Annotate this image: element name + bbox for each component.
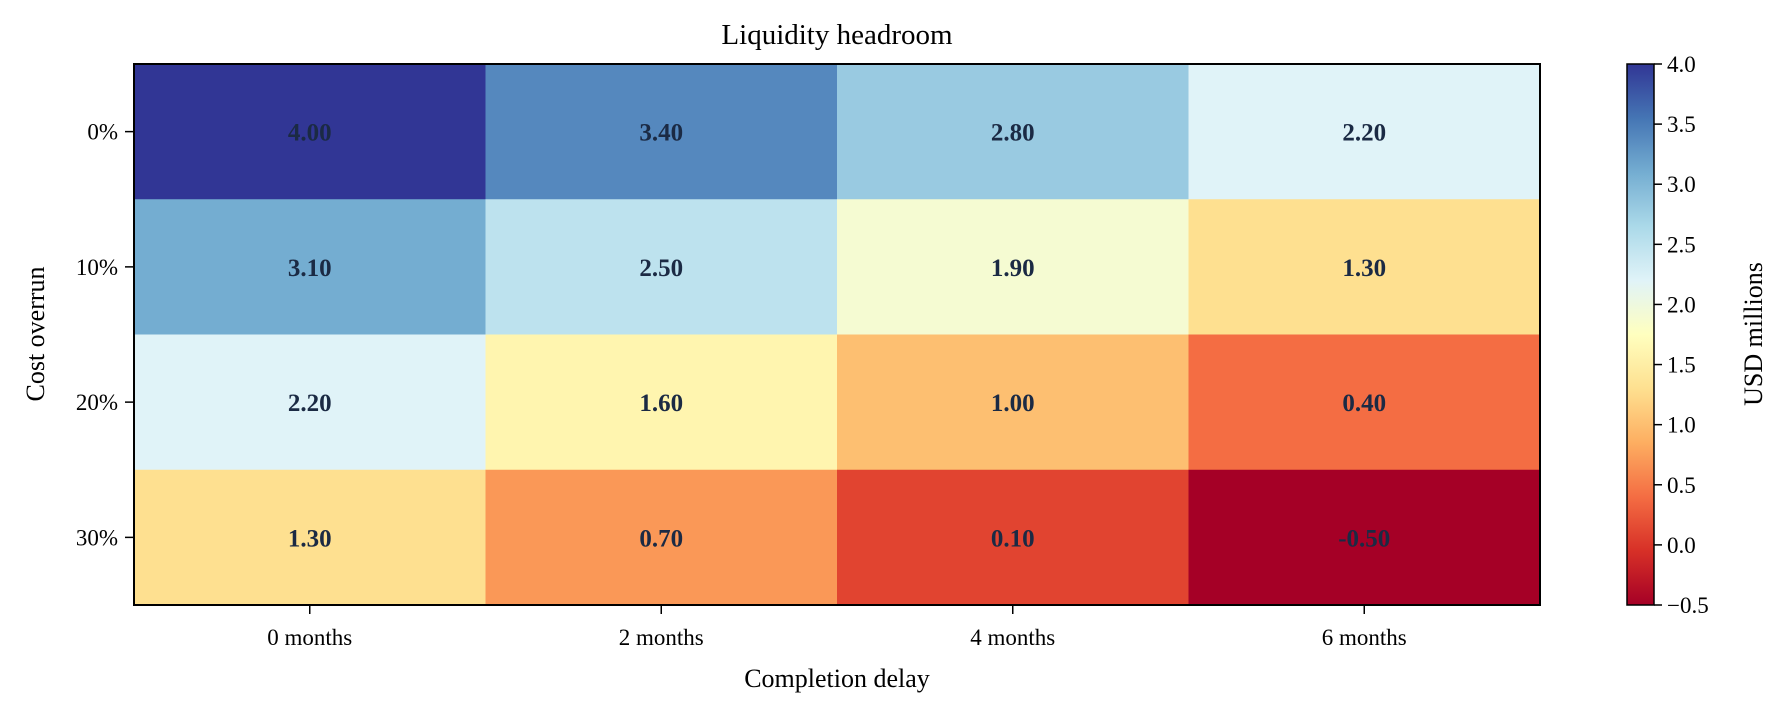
chart-title: Liquidity headroom <box>721 19 953 51</box>
heatmap-cell <box>837 199 1190 336</box>
colorbar-ticks: −0.5 0.0 0.5 1.0 1.5 2.0 2.5 3.0 3.5 4.0 <box>1654 52 1709 618</box>
cell-value-label: 2.50 <box>639 255 683 282</box>
cell-value-label: 0.70 <box>639 525 683 552</box>
cell-value-label: 3.40 <box>639 120 683 147</box>
heatmap-cell <box>485 334 838 471</box>
cell-value-label: 1.90 <box>991 255 1035 282</box>
cell-value-label: 1.00 <box>991 390 1035 417</box>
colorbar-tick-label: 0.5 <box>1667 473 1696 498</box>
cell-value-label: 3.10 <box>288 255 332 282</box>
cell-value-label: 2.20 <box>288 390 332 417</box>
y-axis-label: Cost overrun <box>21 266 50 401</box>
heatmap-cells <box>134 64 1541 606</box>
heatmap-cell <box>485 64 838 200</box>
heatmap-cell <box>134 334 487 471</box>
cell-value-label: 0.40 <box>1342 390 1386 417</box>
x-tick-label: 0 months <box>267 625 352 650</box>
x-axis-label: Completion delay <box>744 664 930 693</box>
cell-value-label: 0.10 <box>991 525 1035 552</box>
x-tick-label: 6 months <box>1322 625 1407 650</box>
cell-value-label: -0.50 <box>1338 525 1390 552</box>
y-axis-ticks: 0% 10% 20% 30% <box>76 120 134 550</box>
heatmap-cell <box>134 64 487 200</box>
cell-value-label: 1.30 <box>1342 255 1386 282</box>
cell-value-label: 2.20 <box>1342 120 1386 147</box>
colorbar-tick-label: 0.0 <box>1667 533 1696 558</box>
x-tick-label: 2 months <box>619 625 704 650</box>
heatmap-cell <box>485 199 838 336</box>
colorbar-tick-label: 2.0 <box>1667 292 1696 317</box>
colorbar-tick-label: 3.5 <box>1667 112 1696 137</box>
heatmap-cell <box>134 199 487 336</box>
heatmap-cell <box>1188 469 1541 606</box>
heatmap-cell <box>837 469 1190 606</box>
cell-value-label: 1.60 <box>639 390 683 417</box>
y-tick-label: 10% <box>76 255 118 280</box>
x-axis-ticks: 0 months 2 months 4 months 6 months <box>267 605 1407 650</box>
cell-value-label: 1.30 <box>288 525 332 552</box>
y-tick-label: 30% <box>76 525 118 550</box>
heatmap-cell <box>134 469 487 606</box>
heatmap-cell <box>1188 199 1541 336</box>
colorbar-tick-label: −0.5 <box>1667 593 1709 618</box>
colorbar <box>1626 63 1655 606</box>
plot-frame <box>133 63 1541 606</box>
heatmap-cell <box>837 64 1190 200</box>
y-tick-label: 0% <box>87 120 118 145</box>
colorbar-tick-label: 1.5 <box>1667 353 1696 378</box>
x-tick-label: 4 months <box>970 625 1055 650</box>
heatmap-cell <box>837 334 1190 471</box>
heatmap-cell <box>485 469 838 606</box>
colorbar-label: USD millions <box>1739 262 1768 406</box>
colorbar-tick-label: 4.0 <box>1667 52 1696 77</box>
cell-value-label: 2.80 <box>991 120 1035 147</box>
heatmap-cell <box>1188 334 1541 471</box>
cell-value-label: 4.00 <box>288 120 332 147</box>
heatmap-cell <box>1188 64 1541 200</box>
y-tick-label: 20% <box>76 390 118 415</box>
heatmap-cell-labels: 4.00 3.40 2.80 2.20 3.10 2.50 1.90 1.30 2.20 1.60… <box>288 120 1390 553</box>
colorbar-tick-label: 2.5 <box>1667 232 1696 257</box>
colorbar-tick-label: 3.0 <box>1667 172 1696 197</box>
colorbar-tick-label: 1.0 <box>1667 413 1696 438</box>
